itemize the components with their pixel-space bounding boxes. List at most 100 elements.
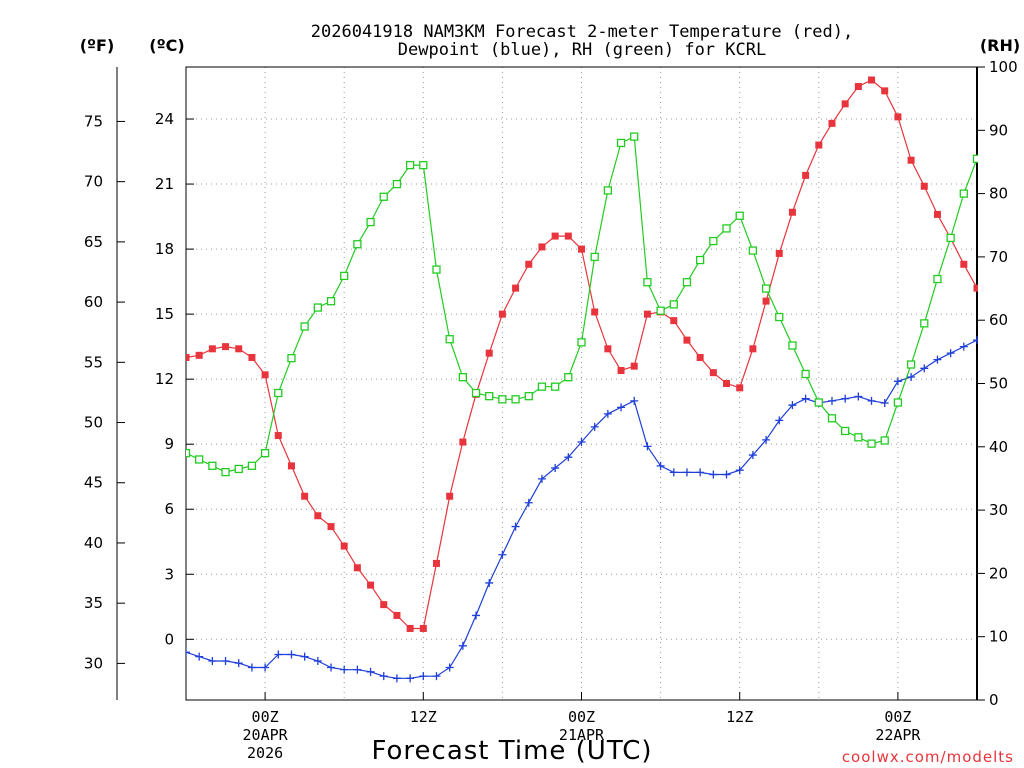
celsius-tick-label: 3 bbox=[164, 565, 174, 583]
temperature-point bbox=[828, 119, 836, 127]
temperature-point bbox=[696, 353, 704, 361]
series-dewpoint bbox=[186, 336, 978, 683]
rh-point bbox=[906, 360, 916, 369]
temperature-point bbox=[907, 156, 915, 164]
time-tick-label: 12Z bbox=[410, 708, 437, 726]
dewpoint-point bbox=[287, 650, 296, 659]
temperature-point bbox=[380, 601, 388, 609]
temperature-point bbox=[762, 297, 770, 305]
rh-point bbox=[722, 224, 731, 233]
rh-point bbox=[841, 426, 850, 436]
rh-point bbox=[801, 369, 810, 379]
temperature-point bbox=[709, 369, 717, 377]
temperature-point bbox=[933, 210, 941, 218]
date-label: 21APR bbox=[559, 726, 605, 744]
temperature-point bbox=[564, 232, 572, 240]
dewpoint-point bbox=[208, 656, 217, 665]
dewpoint-point bbox=[801, 394, 810, 403]
dewpoint-point bbox=[498, 550, 507, 559]
dewpoint-point bbox=[247, 663, 256, 672]
rh-point bbox=[577, 338, 586, 347]
date-label: 22APR bbox=[875, 726, 921, 744]
dewpoint-point bbox=[485, 578, 494, 587]
celsius-tick-label: 21 bbox=[155, 175, 174, 193]
temperature-point bbox=[894, 113, 902, 121]
temperature-point bbox=[775, 249, 783, 257]
rh-point bbox=[867, 439, 876, 448]
rh-point bbox=[933, 274, 942, 284]
rh-point bbox=[630, 132, 639, 141]
rh-point bbox=[550, 382, 560, 391]
dewpoint-point bbox=[669, 468, 678, 477]
temperature-point bbox=[604, 345, 612, 353]
temperature-point bbox=[314, 512, 322, 520]
temperature-point bbox=[222, 343, 230, 351]
rh-point bbox=[537, 382, 547, 391]
temperature-point bbox=[749, 345, 757, 353]
plot-frame bbox=[185, 66, 978, 701]
series-line bbox=[186, 135, 978, 473]
rh-point bbox=[880, 436, 889, 445]
temperature-point bbox=[617, 366, 625, 374]
rh-point bbox=[854, 433, 863, 442]
dewpoint-point bbox=[379, 672, 388, 681]
dewpoint-point bbox=[603, 409, 612, 418]
rh-point bbox=[432, 265, 441, 274]
rh-point bbox=[669, 300, 678, 309]
rh-point bbox=[590, 252, 599, 262]
rh-tick-label: 100 bbox=[989, 58, 1018, 76]
temperature-point bbox=[815, 141, 823, 149]
series-temperature bbox=[186, 76, 978, 632]
dewpoint-point bbox=[392, 674, 401, 683]
fahrenheit-tick-label: 35 bbox=[84, 594, 103, 612]
rh-point bbox=[485, 392, 494, 401]
rh-tick-label: 90 bbox=[989, 121, 1008, 139]
dewpoint-point bbox=[353, 665, 362, 674]
rh-point bbox=[353, 240, 362, 249]
celsius-tick-label: 0 bbox=[164, 630, 174, 648]
fahrenheit-tick-label: 60 bbox=[84, 293, 103, 311]
dewpoint-point bbox=[432, 672, 441, 681]
dewpoint-point bbox=[458, 641, 467, 650]
celsius-unit-label: (ºC) bbox=[149, 36, 184, 55]
rh-point bbox=[300, 322, 309, 331]
temperature-point bbox=[274, 432, 282, 440]
temperature-point bbox=[683, 336, 691, 344]
rh-point bbox=[775, 312, 784, 322]
dewpoint-point bbox=[933, 355, 942, 364]
temperature-point bbox=[261, 371, 269, 379]
temperature-point bbox=[868, 76, 876, 84]
temperature-point bbox=[459, 438, 467, 446]
rh-tick-label: 60 bbox=[989, 311, 1008, 329]
temperature-point bbox=[802, 171, 810, 179]
rh-point bbox=[260, 448, 270, 458]
temperature-point bbox=[485, 349, 493, 357]
dewpoint-point bbox=[366, 667, 375, 676]
dewpoint-point bbox=[959, 342, 968, 351]
rh-tick-label: 70 bbox=[989, 248, 1008, 266]
rh-point bbox=[208, 461, 217, 470]
dewpoint-point bbox=[696, 468, 705, 477]
dewpoint-point bbox=[893, 377, 902, 386]
dewpoint-point bbox=[313, 656, 322, 665]
rh-point bbox=[748, 246, 758, 255]
temperature-point bbox=[498, 310, 506, 318]
dewpoint-point bbox=[880, 399, 889, 408]
dewpoint-point bbox=[577, 438, 586, 447]
temperature-point bbox=[195, 351, 203, 359]
temperature-point bbox=[432, 559, 440, 567]
temperature-point bbox=[301, 492, 309, 500]
chart-title-line-2: Dewpoint (blue), RH (green) for KCRL bbox=[398, 40, 766, 60]
dewpoint-point bbox=[722, 470, 731, 479]
time-tick-label: 00Z bbox=[252, 708, 279, 726]
rh-tick-label: 80 bbox=[989, 185, 1008, 203]
dewpoint-point bbox=[340, 665, 349, 674]
dewpoint-point bbox=[537, 474, 546, 483]
rh-point bbox=[405, 160, 415, 170]
rh-point bbox=[221, 467, 230, 477]
dewpoint-point bbox=[630, 396, 639, 405]
dewpoint-point bbox=[709, 470, 718, 479]
dewpoint-point bbox=[186, 648, 190, 657]
temperature-point bbox=[287, 462, 295, 470]
series-rh bbox=[186, 132, 978, 477]
